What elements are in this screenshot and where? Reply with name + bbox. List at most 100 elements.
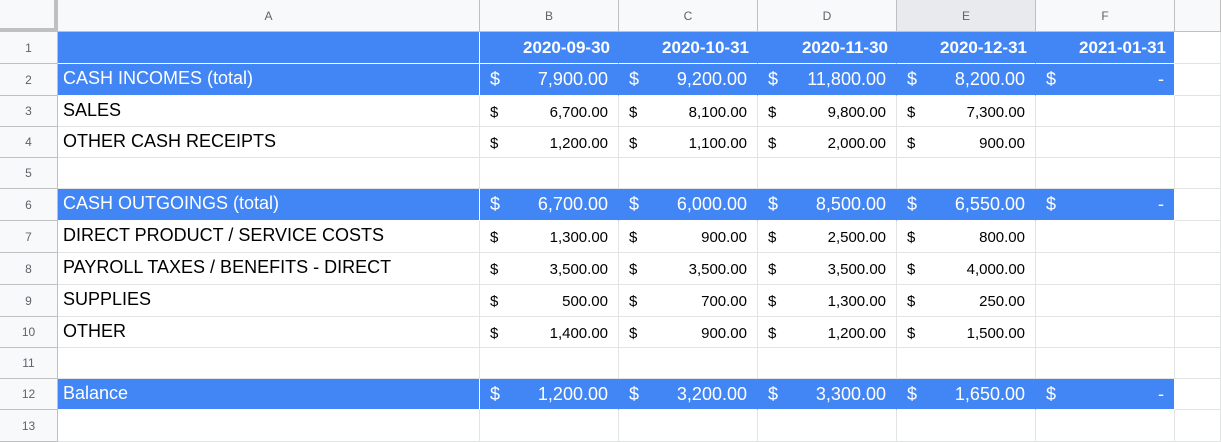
cell-e13[interactable] xyxy=(897,410,1036,442)
cell-f7[interactable] xyxy=(1036,221,1175,253)
cell-b13[interactable] xyxy=(480,410,619,442)
cell-e6[interactable]: $6,550.00 xyxy=(897,189,1036,221)
cell-a1[interactable] xyxy=(58,32,480,64)
cell-f11[interactable] xyxy=(1036,348,1175,379)
cell-a13[interactable] xyxy=(58,410,480,442)
cell-e8[interactable]: $4,000.00 xyxy=(897,253,1036,285)
cell-e7[interactable]: $800.00 xyxy=(897,221,1036,253)
cell-e10[interactable]: $1,500.00 xyxy=(897,317,1036,348)
row-header-13[interactable]: 13 xyxy=(0,410,58,442)
cell-f5[interactable] xyxy=(1036,158,1175,189)
row-header-11[interactable]: 11 xyxy=(0,348,58,379)
cell-c9[interactable]: $700.00 xyxy=(619,285,758,317)
cell-a7[interactable]: DIRECT PRODUCT / SERVICE COSTS xyxy=(58,221,480,253)
row-header-7[interactable]: 7 xyxy=(0,221,58,253)
column-header-e[interactable]: E xyxy=(897,0,1036,32)
cell-d12[interactable]: $3,300.00 xyxy=(758,379,897,410)
cell-f6[interactable]: $ - xyxy=(1036,189,1175,221)
date-header-f[interactable]: 2021-01-31 xyxy=(1036,32,1175,64)
column-header-b[interactable]: B xyxy=(480,0,619,32)
cell-c6[interactable]: $6,000.00 xyxy=(619,189,758,221)
cell-d11[interactable] xyxy=(758,348,897,379)
cell-c5[interactable] xyxy=(619,158,758,189)
cell-c11[interactable] xyxy=(619,348,758,379)
cell-d4[interactable]: $2,000.00 xyxy=(758,127,897,158)
row-header-1[interactable]: 1 xyxy=(0,32,58,64)
row-header-5[interactable]: 5 xyxy=(0,158,58,189)
cell-a5[interactable] xyxy=(58,158,480,189)
cell-f8[interactable] xyxy=(1036,253,1175,285)
cell-a3[interactable]: SALES xyxy=(58,96,480,127)
cell-g10[interactable] xyxy=(1175,317,1221,348)
cell-c7[interactable]: $900.00 xyxy=(619,221,758,253)
date-header-d[interactable]: 2020-11-30 xyxy=(758,32,897,64)
cell-c2[interactable]: $9,200.00 xyxy=(619,64,758,96)
cell-f10[interactable] xyxy=(1036,317,1175,348)
cell-b2[interactable]: $7,900.00 xyxy=(480,64,619,96)
cell-a8[interactable]: PAYROLL TAXES / BENEFITS - DIRECT xyxy=(58,253,480,285)
column-header-a[interactable]: A xyxy=(58,0,480,32)
cell-a9[interactable]: SUPPLIES xyxy=(58,285,480,317)
row-header-9[interactable]: 9 xyxy=(0,285,58,317)
cell-b11[interactable] xyxy=(480,348,619,379)
cell-d9[interactable]: $1,300.00 xyxy=(758,285,897,317)
row-header-6[interactable]: 6 xyxy=(0,189,58,221)
row-header-8[interactable]: 8 xyxy=(0,253,58,285)
select-all-corner[interactable] xyxy=(0,0,58,32)
cell-g2[interactable] xyxy=(1175,64,1221,96)
cell-b9[interactable]: $500.00 xyxy=(480,285,619,317)
cell-d5[interactable] xyxy=(758,158,897,189)
cell-d3[interactable]: $9,800.00 xyxy=(758,96,897,127)
cell-d7[interactable]: $2,500.00 xyxy=(758,221,897,253)
cell-a11[interactable] xyxy=(58,348,480,379)
row-header-12[interactable]: 12 xyxy=(0,379,58,410)
cell-b6[interactable]: $6,700.00 xyxy=(480,189,619,221)
cell-b4[interactable]: $1,200.00 xyxy=(480,127,619,158)
cell-g11[interactable] xyxy=(1175,348,1221,379)
row-header-2[interactable]: 2 xyxy=(0,64,58,96)
cell-b10[interactable]: $1,400.00 xyxy=(480,317,619,348)
cell-e4[interactable]: $900.00 xyxy=(897,127,1036,158)
row-header-4[interactable]: 4 xyxy=(0,127,58,158)
cell-f2[interactable]: $ - xyxy=(1036,64,1175,96)
cell-g1[interactable] xyxy=(1175,32,1221,64)
cell-d13[interactable] xyxy=(758,410,897,442)
date-header-e[interactable]: 2020-12-31 xyxy=(897,32,1036,64)
column-header-d[interactable]: D xyxy=(758,0,897,32)
cell-g3[interactable] xyxy=(1175,96,1221,127)
cell-f13[interactable] xyxy=(1036,410,1175,442)
cell-c13[interactable] xyxy=(619,410,758,442)
date-header-c[interactable]: 2020-10-31 xyxy=(619,32,758,64)
cell-a4[interactable]: OTHER CASH RECEIPTS xyxy=(58,127,480,158)
cell-d2[interactable]: $11,800.00 xyxy=(758,64,897,96)
cell-e11[interactable] xyxy=(897,348,1036,379)
cell-b7[interactable]: $1,300.00 xyxy=(480,221,619,253)
cell-g4[interactable] xyxy=(1175,127,1221,158)
cell-e3[interactable]: $7,300.00 xyxy=(897,96,1036,127)
cell-b3[interactable]: $6,700.00 xyxy=(480,96,619,127)
cell-d10[interactable]: $1,200.00 xyxy=(758,317,897,348)
cell-g9[interactable] xyxy=(1175,285,1221,317)
cell-e9[interactable]: $250.00 xyxy=(897,285,1036,317)
cell-a12[interactable]: Balance xyxy=(58,379,480,410)
cell-e2[interactable]: $8,200.00 xyxy=(897,64,1036,96)
cell-c12[interactable]: $3,200.00 xyxy=(619,379,758,410)
column-header-g[interactable] xyxy=(1175,0,1221,32)
cell-a2[interactable]: CASH INCOMES (total) xyxy=(58,64,480,96)
cell-a10[interactable]: OTHER xyxy=(58,317,480,348)
cell-f3[interactable] xyxy=(1036,96,1175,127)
column-header-f[interactable]: F xyxy=(1036,0,1175,32)
cell-b5[interactable] xyxy=(480,158,619,189)
cell-g7[interactable] xyxy=(1175,221,1221,253)
cell-g12[interactable] xyxy=(1175,379,1221,410)
cell-c8[interactable]: $3,500.00 xyxy=(619,253,758,285)
cell-a6[interactable]: CASH OUTGOINGS (total) xyxy=(58,189,480,221)
date-header-b[interactable]: 2020-09-30 xyxy=(480,32,619,64)
row-header-10[interactable]: 10 xyxy=(0,317,58,348)
row-header-3[interactable]: 3 xyxy=(0,96,58,127)
cell-f4[interactable] xyxy=(1036,127,1175,158)
column-header-c[interactable]: C xyxy=(619,0,758,32)
cell-f12[interactable]: $ - xyxy=(1036,379,1175,410)
cell-f9[interactable] xyxy=(1036,285,1175,317)
